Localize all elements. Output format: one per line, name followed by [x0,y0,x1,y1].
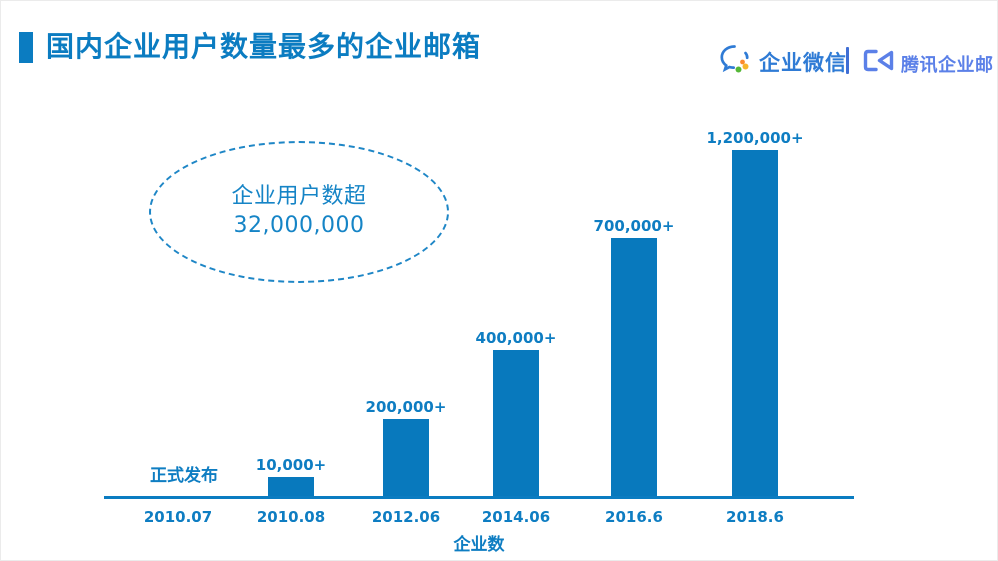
x-tick-2016.6: 2016.6 [605,508,663,526]
bar-value-label-2012.06: 200,000+ [365,398,447,416]
exmail-brand-label: 腾讯企业邮 [901,55,994,76]
bar-chart: 正式发布 10,000+ 200,000+ 400,000+ 700,000+ 1,200… [104,129,854,556]
bar-2012.06 [383,419,429,496]
bar-2016.6 [611,238,657,496]
bar-2018.6 [732,150,778,496]
x-tick-2010.08: 2010.08 [256,508,326,526]
annotation-text-line2: 32,000,000 [233,213,365,238]
bar-2014.06 [493,350,539,496]
release-note-label: 正式发布 [150,466,218,486]
x-tick-2010.07: 2010.07 [143,508,213,526]
x-axis-line [104,496,854,499]
plot-area: 正式发布 10,000+ 200,000+ 400,000+ 700,000+ 1,200… [104,129,854,499]
bar-value-label-2018.6: 1,200,000+ [706,129,804,147]
x-axis-ticks: 2010.07 2010.08 2012.06 2014.06 2016.6 2018.6 [104,508,854,530]
bar-value-label-2014.06: 400,000+ [475,329,557,347]
brand-separator [846,47,849,74]
header: 国内企业用户数量最多的企业邮箱 [1,27,998,67]
bar-value-label-2016.6: 700,000+ [593,217,675,235]
annotation-ellipse: 企业用户数超 32,000,000 [149,141,449,283]
x-axis-title: 企业数 [453,535,505,555]
x-tick-2014.06: 2014.06 [481,508,551,526]
bar-value-label-2010.08: 10,000+ [255,456,327,474]
page-title: 国内企业用户数量最多的企业邮箱 [46,30,482,63]
wecom-brand-label: 企业微信 [759,51,847,75]
wecom-bubble-icon [719,44,753,76]
x-tick-2018.6: 2018.6 [726,508,784,526]
exmail-bowtie-icon [862,48,895,73]
bar-2010.08 [268,477,314,496]
title-accent-block [19,32,33,63]
annotation-text-line1: 企业用户数超 [231,184,367,210]
x-tick-2012.06: 2012.06 [371,508,441,526]
